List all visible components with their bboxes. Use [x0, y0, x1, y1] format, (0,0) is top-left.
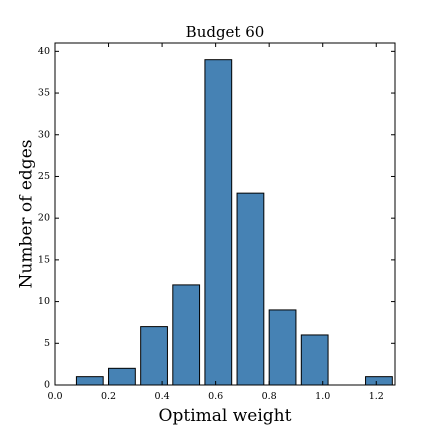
bar-0 [75, 376, 104, 386]
x-tick-label: 0.2 [101, 391, 116, 402]
y-tick-label: 40 [38, 46, 50, 57]
bar-2 [140, 326, 168, 386]
x-tick-label: 1.2 [369, 391, 384, 402]
bar-9 [365, 376, 393, 386]
x-tick-label: 0.0 [47, 391, 62, 402]
y-tick-label: 5 [44, 338, 50, 349]
x-tick-label: 0.6 [208, 391, 223, 402]
bar-6 [268, 309, 297, 386]
x-tick-label: 0.8 [262, 391, 277, 402]
bars [75, 59, 393, 386]
y-tick-label: 0 [44, 380, 50, 391]
y-axis-title: Number of edges [17, 140, 37, 289]
y-tick-label: 10 [38, 296, 50, 307]
bar-4 [204, 59, 233, 386]
y-tick-label: 15 [38, 254, 50, 265]
bar-5 [236, 192, 265, 386]
chart-title: Budget 60 [186, 23, 265, 41]
ticks: 0.0 0.2 0.4 0.6 0.8 1.0 1.2 0 5 10 15 20 25 30 35 40 [38, 43, 395, 402]
x-tick-label: 0.4 [155, 391, 170, 402]
bar-3 [172, 284, 201, 386]
plot-frame [54, 42, 396, 386]
y-tick-label: 30 [38, 129, 50, 140]
x-tick-label: 1.0 [315, 391, 330, 402]
bar-1 [108, 367, 136, 386]
x-axis-title: Optimal weight [159, 406, 292, 426]
y-tick-label: 20 [38, 213, 50, 224]
bar-7 [300, 334, 329, 386]
y-tick-label: 35 [38, 88, 50, 99]
y-tick-label: 25 [38, 171, 50, 182]
